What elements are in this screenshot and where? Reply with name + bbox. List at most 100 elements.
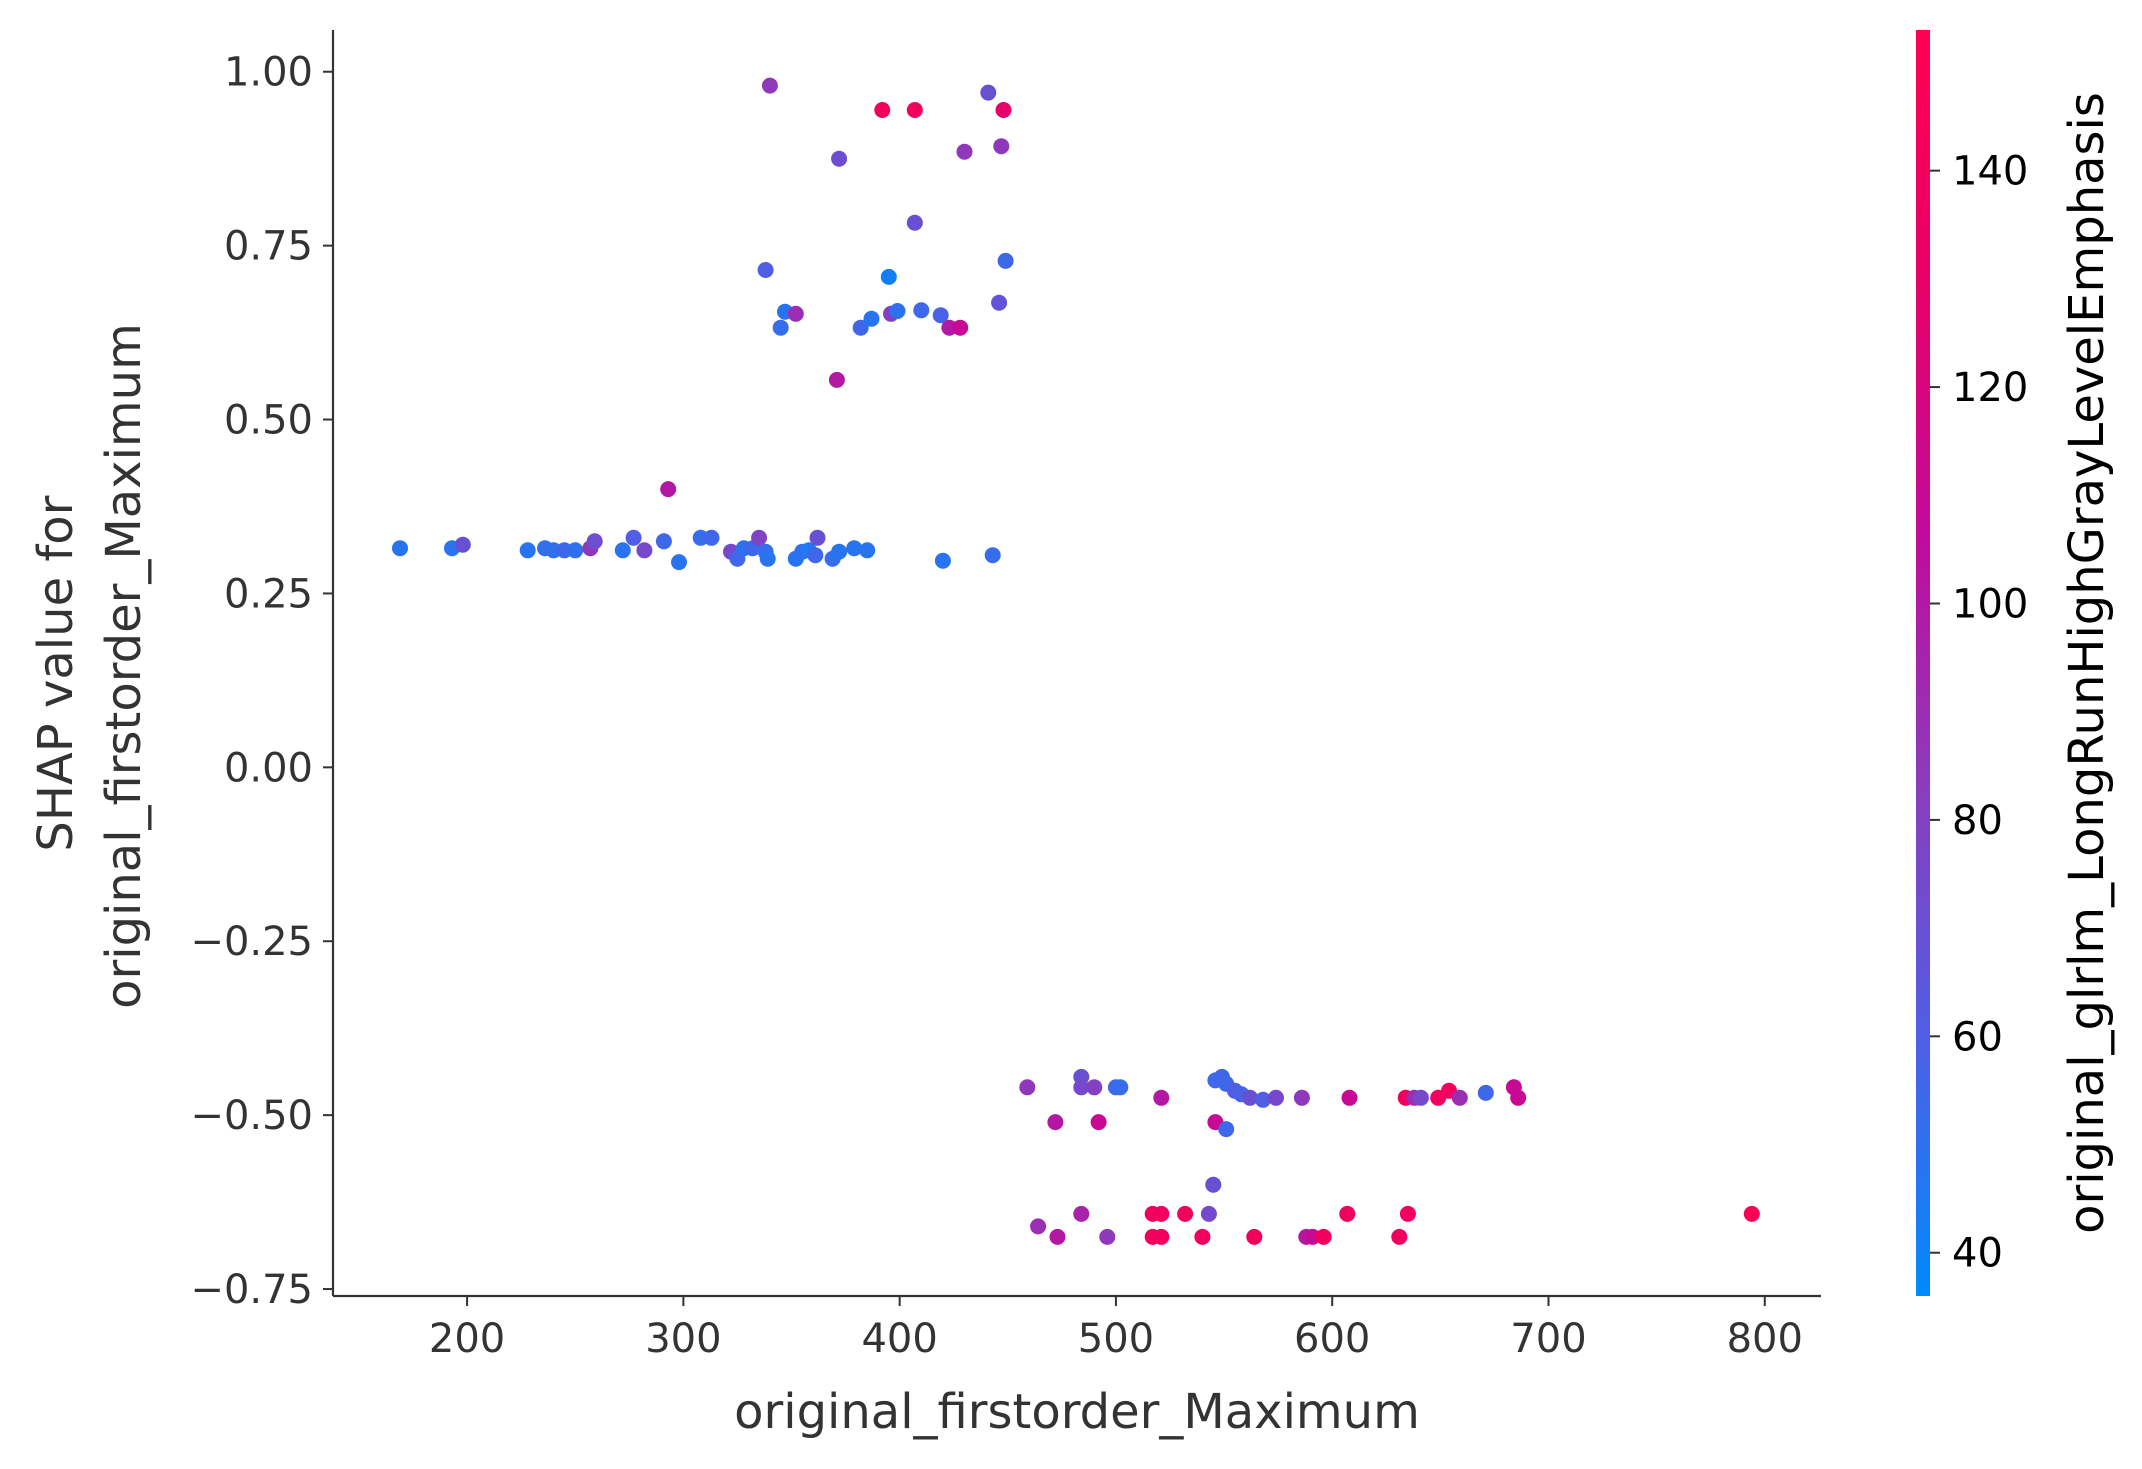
scatter-point-2 bbox=[906, 102, 923, 118]
scatter-point-24 bbox=[828, 371, 845, 388]
x-tick-label: 200 bbox=[429, 1316, 505, 1362]
scatter-point-22 bbox=[952, 319, 969, 336]
scatter-point-108 bbox=[1391, 1228, 1408, 1245]
scatter-point-38 bbox=[636, 542, 653, 559]
x-tick-label: 300 bbox=[645, 1316, 721, 1362]
scatter-point-94 bbox=[1073, 1205, 1090, 1222]
scatter-point-99 bbox=[1153, 1228, 1170, 1245]
scatter-point-47 bbox=[751, 529, 768, 546]
scatter-point-73 bbox=[1242, 1089, 1258, 1106]
scatter-point-110 bbox=[1743, 1205, 1760, 1222]
y-axis-title-line-2: original_firstorder_Maximum bbox=[96, 323, 152, 1009]
y-tick-label: 0.50 bbox=[224, 398, 313, 444]
scatter-point-75 bbox=[1268, 1089, 1284, 1106]
y-tick-label: 0.75 bbox=[224, 224, 313, 270]
scatter-point-35 bbox=[586, 533, 603, 550]
colorbar-ticks: 40 60 80 100 120 140 bbox=[1930, 149, 2028, 1277]
scatter-point-53 bbox=[807, 547, 824, 564]
scatter-point-49 bbox=[759, 550, 776, 567]
scatter-point-92 bbox=[1030, 1218, 1047, 1235]
scatter-point-39 bbox=[655, 533, 672, 550]
scatter-point-58 bbox=[859, 542, 876, 559]
scatter-point-88 bbox=[1090, 1114, 1107, 1131]
scatter-point-102 bbox=[1200, 1205, 1217, 1222]
scatter-point-37 bbox=[625, 529, 642, 546]
scatter-point-8 bbox=[906, 214, 923, 231]
colorbar-title: original_glrlm_LongRunHighGrayLevelEmpha… bbox=[2059, 92, 2115, 1234]
colorbar-tick-label: 80 bbox=[1952, 798, 2003, 844]
scatter-point-103 bbox=[1246, 1228, 1263, 1245]
scatter-point-84 bbox=[1477, 1084, 1494, 1101]
colorbar-tick-label: 40 bbox=[1952, 1231, 2003, 1277]
scatter-point-77 bbox=[1341, 1089, 1358, 1106]
scatter-point-7 bbox=[993, 138, 1010, 155]
scatter-point-10 bbox=[997, 252, 1014, 269]
scatter-point-33 bbox=[567, 542, 584, 559]
scatter-point-67 bbox=[1153, 1089, 1170, 1106]
x-tick-label: 600 bbox=[1294, 1316, 1370, 1362]
scatter-point-83 bbox=[1451, 1089, 1468, 1106]
scatter-point-61 bbox=[1019, 1079, 1036, 1096]
scatter-point-9 bbox=[757, 262, 774, 278]
scatter-point-28 bbox=[454, 536, 471, 553]
x-axis-ticks: 200 300 400 500 600 700 800 bbox=[429, 1296, 1803, 1362]
scatter-point-5 bbox=[831, 150, 848, 167]
y-tick-label: 1.00 bbox=[224, 50, 313, 96]
y-axis-title: SHAP value for original_firstorder_Maxim… bbox=[28, 323, 152, 1009]
y-tick-label: −0.50 bbox=[190, 1093, 313, 1139]
scatter-point-59 bbox=[934, 552, 951, 569]
y-tick-label: 0.25 bbox=[224, 571, 313, 617]
scatter-point-0 bbox=[761, 77, 778, 94]
scatter-point-109 bbox=[1399, 1205, 1416, 1222]
x-axis-title: original_firstorder_Maximum bbox=[734, 1384, 1420, 1440]
scatter-point-80 bbox=[1412, 1089, 1429, 1106]
scatter-point-26 bbox=[392, 540, 408, 557]
scatter-point-29 bbox=[519, 542, 536, 559]
scatter-point-95 bbox=[1099, 1228, 1116, 1245]
scatter-point-42 bbox=[703, 529, 720, 546]
scatter-point-25 bbox=[660, 481, 677, 498]
scatter-point-101 bbox=[1194, 1228, 1211, 1245]
x-tick-label: 700 bbox=[1510, 1316, 1586, 1362]
scatter-point-54 bbox=[809, 529, 826, 546]
scatter-point-87 bbox=[1047, 1114, 1064, 1131]
scatter-point-60 bbox=[984, 547, 1001, 564]
scatter-points bbox=[392, 77, 1760, 1245]
scatter-point-13 bbox=[787, 305, 804, 322]
scatter-point-11 bbox=[880, 268, 897, 285]
scatter-point-16 bbox=[863, 310, 880, 327]
scatter-point-93 bbox=[1049, 1228, 1066, 1245]
x-tick-label: 400 bbox=[861, 1316, 937, 1362]
scatter-point-20 bbox=[932, 307, 949, 324]
y-axis-title-line-1: SHAP value for bbox=[28, 495, 84, 851]
scatter-point-64 bbox=[1086, 1079, 1103, 1096]
x-tick-label: 800 bbox=[1727, 1316, 1803, 1362]
scatter-point-6 bbox=[956, 143, 973, 160]
scatter-point-91 bbox=[1205, 1176, 1222, 1193]
colorbar-tick-label: 100 bbox=[1952, 581, 2028, 627]
x-tick-label: 500 bbox=[1078, 1316, 1154, 1362]
scatter-point-23 bbox=[991, 294, 1008, 311]
scatter-point-1 bbox=[874, 102, 891, 118]
scatter-point-74 bbox=[1255, 1091, 1271, 1108]
scatter-point-63 bbox=[1073, 1079, 1090, 1096]
scatter-point-86 bbox=[1510, 1089, 1527, 1106]
y-tick-label: −0.75 bbox=[190, 1267, 313, 1313]
y-tick-label: 0.00 bbox=[224, 745, 313, 791]
colorbar-tick-label: 60 bbox=[1952, 1014, 2003, 1060]
scatter-point-106 bbox=[1315, 1228, 1332, 1245]
scatter-point-4 bbox=[980, 84, 997, 101]
scatter-point-56 bbox=[831, 543, 848, 560]
scatter-point-100 bbox=[1177, 1205, 1194, 1222]
scatter-point-3 bbox=[995, 102, 1012, 118]
scatter-point-14 bbox=[772, 319, 789, 336]
y-axis-ticks: 1.00 0.75 0.50 0.25 0.00 −0.25 −0.50 −0.75 bbox=[190, 50, 333, 1313]
colorbar bbox=[1916, 30, 1930, 1296]
scatter-point-40 bbox=[671, 554, 687, 571]
colorbar-tick-label: 120 bbox=[1952, 365, 2028, 411]
scatter-point-90 bbox=[1218, 1121, 1235, 1138]
scatter-point-19 bbox=[913, 302, 930, 319]
scatter-point-76 bbox=[1293, 1089, 1310, 1106]
scatter-point-107 bbox=[1339, 1205, 1356, 1222]
